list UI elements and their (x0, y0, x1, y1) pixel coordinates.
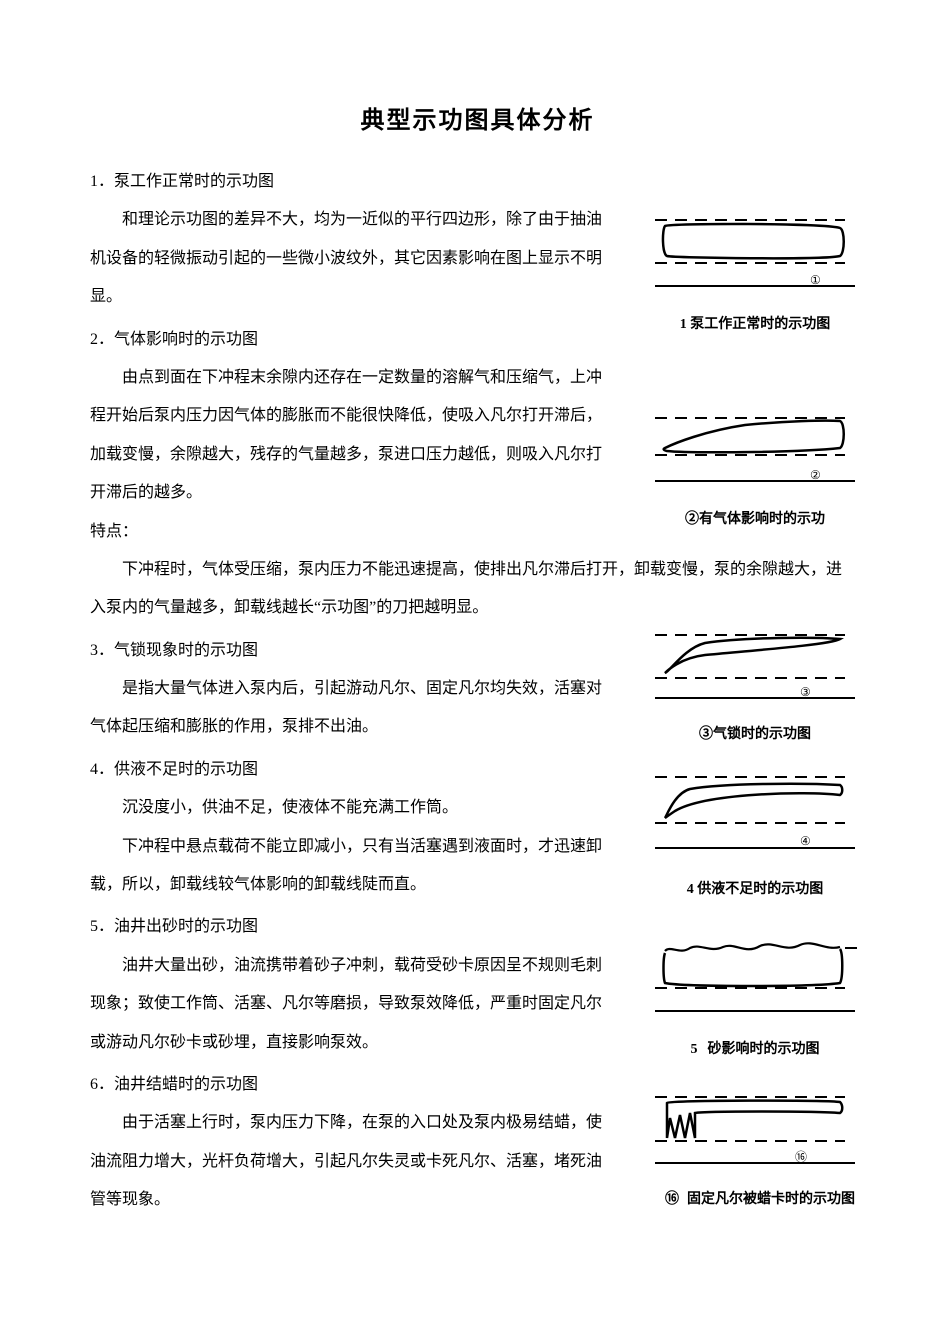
text-column-2: 3．气锁现象时的示功图 是指大量气体进入泵内后，引起游动凡尔、固定凡尔均失效，活… (90, 632, 610, 1220)
figure-4: ④ 4 供液不足时的示功图 (635, 763, 875, 900)
sec2-sub: 特点： (90, 513, 610, 551)
sec5-heading: 5．油井出砂时的示功图 (90, 908, 610, 946)
figure-2-caption: ②有气体影响时的示功 (635, 509, 875, 530)
figure-3: ③ ③气锁时的示功图 (635, 623, 875, 745)
text-column: 1．泵工作正常时的示功图 和理论示功图的差异不大，均为一近似的平行四边形，除了由… (90, 163, 610, 551)
figure-4-caption: 4 供液不足时的示功图 (635, 879, 875, 900)
fig3-num: ③ (800, 685, 811, 699)
figure-2: ② ②有气体影响时的示功 (635, 403, 875, 530)
sec2-full-para1: 下冲程时，气体受压缩，泵内压力不能迅速提高，使排出凡尔滞后打开，卸载变慢，泵的余… (90, 551, 850, 628)
doc-title: 典型示功图具体分析 (90, 100, 865, 135)
fig2-num: ② (810, 468, 821, 482)
figure-2-svg: ② (645, 403, 865, 503)
sec1-para1: 和理论示功图的差异不大，均为一近似的平行四边形，除了由于抽油机设备的轻微振动引起… (90, 201, 610, 316)
fig1-num: ① (810, 273, 821, 287)
sec4-para2: 下冲程中悬点载荷不能立即减小，只有当活塞遇到液面时，才迅速卸载，所以，卸载线较气… (90, 828, 610, 905)
figure-5-caption: 5砂影响时的示功图 (635, 1039, 875, 1060)
sec4-para1: 沉没度小，供油不足，使液体不能充满工作筒。 (90, 789, 610, 827)
sec5-para1: 油井大量出砂，油流携带着砂子冲刺，载荷受砂卡原因呈不规则毛刺现象；致使工作筒、活… (90, 947, 610, 1062)
fig6-num: ⑯ (795, 1150, 807, 1164)
figure-6-svg: ⑯ (645, 1083, 865, 1183)
figure-1-svg: ① (645, 208, 865, 308)
sec2-heading: 2．气体影响时的示功图 (90, 321, 610, 359)
figure-3-svg: ③ (645, 623, 865, 718)
sec3-heading: 3．气锁现象时的示功图 (90, 632, 610, 670)
figure-5: 5砂影响时的示功图 (635, 933, 875, 1060)
figure-1: ① 1 泵工作正常时的示功图 (635, 208, 875, 335)
sec1-heading: 1．泵工作正常时的示功图 (90, 163, 610, 201)
sec4-heading: 4．供液不足时的示功图 (90, 751, 610, 789)
sec6-heading: 6．油井结蜡时的示功图 (90, 1066, 610, 1104)
figure-4-svg: ④ (645, 763, 865, 873)
figure-6-caption: ⑯固定凡尔被蜡卡时的示功图 (635, 1189, 875, 1210)
figure-1-caption: 1 泵工作正常时的示功图 (635, 314, 875, 335)
sec6-para1: 由于活塞上行时，泵内压力下降，在泵的入口处及泵内极易结蜡，使油流阻力增大，光杆负… (90, 1104, 610, 1219)
sec3-para1: 是指大量气体进入泵内后，引起游动凡尔、固定凡尔均失效，活塞对气体起压缩和膨胀的作… (90, 670, 610, 747)
figure-5-svg (645, 933, 865, 1033)
sec2-para1: 由点到面在下冲程末余隙内还存在一定数量的溶解气和压缩气，上冲程开始后泵内压力因气… (90, 359, 610, 513)
figure-3-caption: ③气锁时的示功图 (635, 724, 875, 745)
content-area: ① 1 泵工作正常时的示功图 ② ②有气体影响时的示功 ③ ③气锁时的示功图 (90, 163, 865, 1220)
figure-6: ⑯ ⑯固定凡尔被蜡卡时的示功图 (635, 1083, 875, 1210)
fig4-num: ④ (800, 834, 811, 848)
